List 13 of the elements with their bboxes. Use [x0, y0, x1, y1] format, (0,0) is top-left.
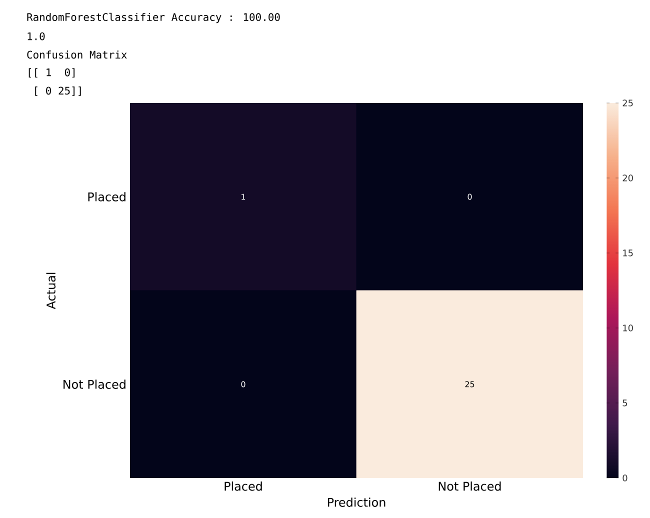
- text: 1.0: [28, 32, 45, 40]
- color-bar-label: 5: [622, 400, 628, 406]
- y-axis-title: Actual: [46, 272, 56, 310]
- color-bar-label: 0: [622, 474, 628, 482]
- text: Confusion Matrix: [27, 50, 127, 59]
- color-bar-label: 20: [622, 174, 633, 182]
- color-bar-label: 15: [623, 250, 633, 256]
- text: [ 0 25]]: [35, 86, 81, 96]
- x-axis-title: Prediction: [328, 498, 386, 507]
- color-bar-label: 10: [623, 324, 633, 332]
- text: RandomForestClassifier Accuracy : 100.00: [27, 12, 280, 24]
- text: [[ 1 0]: [28, 68, 75, 78]
- color-bar-label: 25: [622, 100, 633, 106]
